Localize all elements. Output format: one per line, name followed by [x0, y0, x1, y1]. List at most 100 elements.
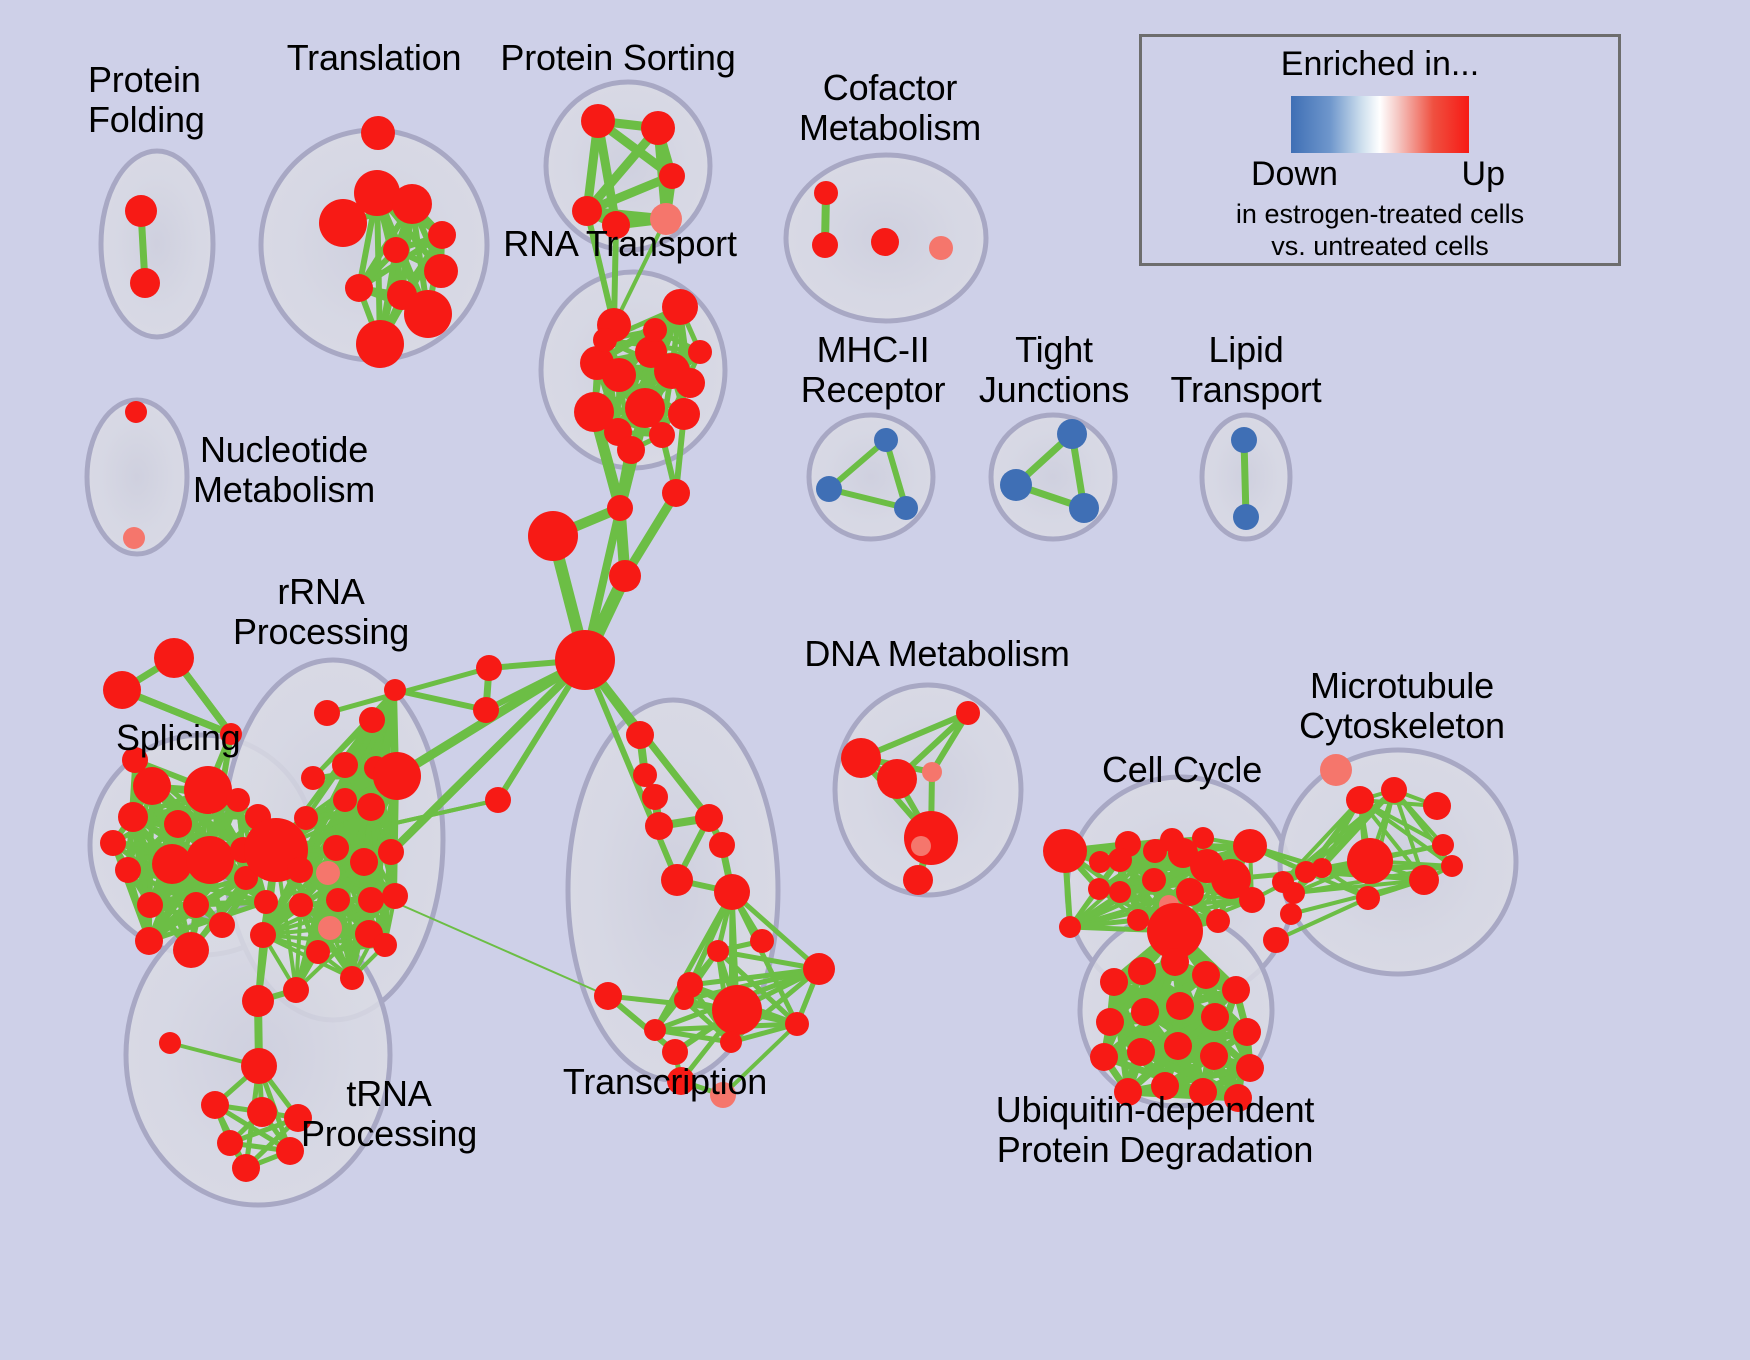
network-node[interactable]: [1280, 903, 1302, 925]
network-node[interactable]: [1206, 909, 1230, 933]
network-node[interactable]: [173, 932, 209, 968]
network-node[interactable]: [1263, 927, 1289, 953]
network-node[interactable]: [712, 985, 762, 1035]
network-node[interactable]: [1043, 829, 1087, 873]
network-node[interactable]: [1312, 858, 1332, 878]
network-node[interactable]: [1127, 909, 1149, 931]
network-node[interactable]: [642, 784, 668, 810]
network-node[interactable]: [877, 759, 917, 799]
network-node[interactable]: [720, 1031, 742, 1053]
network-node[interactable]: [903, 865, 933, 895]
network-node[interactable]: [234, 866, 258, 890]
network-node[interactable]: [707, 940, 729, 962]
network-node[interactable]: [1356, 886, 1380, 910]
network-node[interactable]: [130, 268, 160, 298]
network-node[interactable]: [1190, 849, 1224, 883]
network-node[interactable]: [668, 398, 700, 430]
network-node[interactable]: [911, 836, 931, 856]
network-node[interactable]: [424, 254, 458, 288]
network-node[interactable]: [1201, 1003, 1229, 1031]
network-node[interactable]: [125, 401, 147, 423]
network-node[interactable]: [123, 527, 145, 549]
network-node[interactable]: [1192, 827, 1214, 849]
network-node[interactable]: [816, 476, 842, 502]
network-node[interactable]: [358, 887, 384, 913]
network-node[interactable]: [1147, 903, 1203, 959]
network-node[interactable]: [644, 1019, 666, 1041]
network-node[interactable]: [894, 496, 918, 520]
network-node[interactable]: [118, 802, 148, 832]
network-node[interactable]: [710, 1082, 736, 1108]
network-node[interactable]: [378, 839, 404, 865]
network-node[interactable]: [1233, 504, 1259, 530]
network-node[interactable]: [382, 883, 408, 909]
network-node[interactable]: [152, 844, 192, 884]
network-node[interactable]: [1236, 1054, 1264, 1082]
network-node[interactable]: [581, 104, 615, 138]
network-node[interactable]: [572, 196, 602, 226]
network-node[interactable]: [1090, 1043, 1118, 1071]
network-node[interactable]: [316, 861, 340, 885]
network-node[interactable]: [1222, 976, 1250, 1004]
network-node[interactable]: [1069, 493, 1099, 523]
network-node[interactable]: [841, 738, 881, 778]
network-node[interactable]: [100, 830, 126, 856]
network-node[interactable]: [319, 199, 367, 247]
network-node[interactable]: [125, 195, 157, 227]
network-node[interactable]: [1109, 881, 1131, 903]
network-node[interactable]: [695, 804, 723, 832]
network-node[interactable]: [164, 810, 192, 838]
network-node[interactable]: [661, 864, 693, 896]
network-node[interactable]: [785, 1012, 809, 1036]
network-node[interactable]: [428, 221, 456, 249]
network-node[interactable]: [1151, 1072, 1179, 1100]
network-node[interactable]: [674, 990, 694, 1010]
network-node[interactable]: [1161, 948, 1189, 976]
network-node[interactable]: [301, 766, 325, 790]
network-node[interactable]: [294, 806, 318, 830]
network-node[interactable]: [1189, 1078, 1217, 1106]
network-node[interactable]: [1089, 851, 1111, 873]
network-node[interactable]: [287, 857, 313, 883]
network-node[interactable]: [871, 228, 899, 256]
network-node[interactable]: [709, 832, 735, 858]
network-node[interactable]: [326, 888, 350, 912]
network-node[interactable]: [1166, 992, 1194, 1020]
network-node[interactable]: [217, 1130, 243, 1156]
network-node[interactable]: [750, 929, 774, 953]
network-node[interactable]: [922, 762, 942, 782]
network-node[interactable]: [220, 723, 242, 745]
network-node[interactable]: [1114, 1078, 1142, 1106]
network-node[interactable]: [115, 857, 141, 883]
network-node[interactable]: [667, 1067, 695, 1095]
network-node[interactable]: [594, 982, 622, 1010]
network-node[interactable]: [350, 848, 378, 876]
network-node[interactable]: [1224, 1084, 1252, 1112]
network-node[interactable]: [135, 927, 163, 955]
network-node[interactable]: [662, 289, 698, 325]
network-node[interactable]: [383, 237, 409, 263]
network-node[interactable]: [1192, 961, 1220, 989]
network-node[interactable]: [314, 700, 340, 726]
network-node[interactable]: [250, 922, 276, 948]
network-node[interactable]: [956, 701, 980, 725]
network-node[interactable]: [283, 977, 309, 1003]
network-node[interactable]: [1108, 848, 1132, 872]
network-node[interactable]: [1164, 1032, 1192, 1060]
network-node[interactable]: [404, 290, 452, 338]
network-node[interactable]: [633, 763, 657, 787]
network-node[interactable]: [1283, 882, 1305, 904]
network-node[interactable]: [340, 966, 364, 990]
network-node[interactable]: [675, 368, 705, 398]
network-node[interactable]: [384, 679, 406, 701]
network-node[interactable]: [1423, 792, 1451, 820]
network-node[interactable]: [1088, 878, 1110, 900]
network-node[interactable]: [241, 1048, 277, 1084]
network-node[interactable]: [650, 203, 682, 235]
network-node[interactable]: [1176, 878, 1204, 906]
network-node[interactable]: [356, 320, 404, 368]
network-node[interactable]: [1239, 887, 1265, 913]
network-node[interactable]: [137, 892, 163, 918]
network-node[interactable]: [201, 1091, 229, 1119]
network-node[interactable]: [1320, 754, 1352, 786]
